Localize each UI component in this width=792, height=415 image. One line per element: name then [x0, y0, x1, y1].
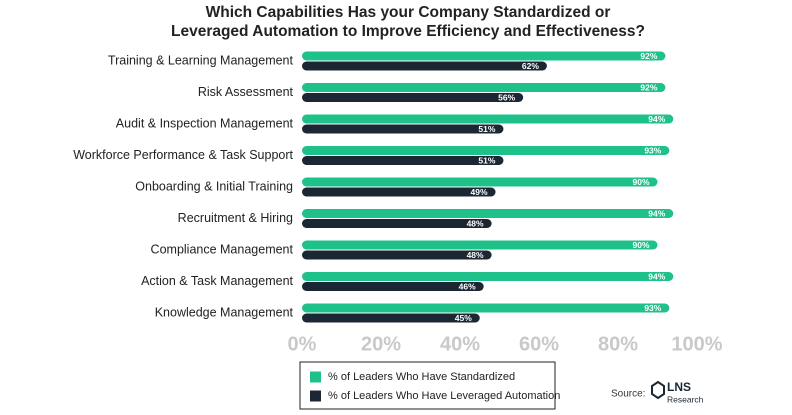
category-label: Recruitment & Hiring	[178, 211, 293, 225]
value-label: 92%	[640, 51, 657, 61]
bar	[302, 303, 670, 313]
value-label: 93%	[644, 145, 661, 155]
bar	[302, 83, 666, 92]
x-tick-label: 60%	[519, 333, 559, 355]
bar	[302, 209, 674, 218]
value-label: 56%	[498, 92, 515, 102]
value-label: 94%	[648, 114, 665, 124]
category-label: Compliance Management	[151, 242, 294, 256]
bar	[302, 156, 504, 165]
chart-title: Which Capabilities Has your Company Stan…	[206, 4, 611, 21]
x-tick-label: 40%	[440, 333, 480, 355]
bar	[302, 282, 484, 291]
category-label: Audit & Inspection Management	[116, 116, 294, 130]
bar	[302, 51, 666, 61]
value-label: 62%	[522, 61, 539, 71]
legend-box	[299, 361, 556, 410]
bar	[302, 177, 658, 187]
x-tick-label: 0%	[288, 333, 317, 355]
source-label: Source:	[611, 389, 645, 400]
bar	[302, 93, 524, 102]
category-label: Knowledge Management	[155, 305, 294, 319]
value-label: 93%	[644, 303, 661, 313]
value-label: 48%	[467, 250, 484, 260]
x-tick-label: 20%	[361, 333, 401, 355]
value-label: 51%	[478, 155, 495, 165]
value-label: 45%	[455, 313, 472, 323]
bar	[302, 250, 492, 260]
x-tick-label: 80%	[598, 333, 638, 355]
value-label: 49%	[471, 187, 488, 197]
legend-swatch	[310, 371, 321, 383]
value-label: 51%	[478, 124, 495, 134]
bar	[302, 124, 504, 134]
value-label: 46%	[459, 281, 476, 291]
category-label: Workforce Performance & Task Support	[73, 148, 293, 162]
bar	[302, 61, 547, 71]
value-label: 94%	[648, 208, 665, 218]
bar	[302, 272, 674, 281]
category-label: Action & Task Management	[141, 274, 293, 288]
value-label: 90%	[632, 240, 649, 250]
value-label: 48%	[467, 218, 484, 228]
bar	[302, 146, 670, 155]
bar	[302, 219, 492, 228]
bar	[302, 114, 674, 124]
bar	[302, 240, 658, 250]
bar	[302, 313, 480, 323]
value-label: 90%	[632, 177, 649, 187]
legend-swatch	[310, 390, 321, 402]
bar	[302, 187, 496, 197]
category-label: Training & Learning Management	[108, 53, 294, 67]
logo-subtext: Research	[667, 394, 704, 404]
x-tick-label: 100%	[671, 333, 722, 355]
value-label: 94%	[648, 271, 665, 281]
category-label: Onboarding & Initial Training	[135, 179, 293, 193]
legend-label: % of Leaders Who Have Leveraged Automati…	[328, 390, 560, 402]
category-label: Risk Assessment	[198, 85, 294, 99]
chart-title: Leveraged Automation to Improve Efficien…	[171, 23, 645, 40]
value-label: 92%	[640, 82, 657, 92]
legend-label: % of Leaders Who Have Standardized	[328, 371, 515, 383]
logo-icon	[651, 380, 665, 400]
logo-text: LNS	[667, 380, 691, 394]
